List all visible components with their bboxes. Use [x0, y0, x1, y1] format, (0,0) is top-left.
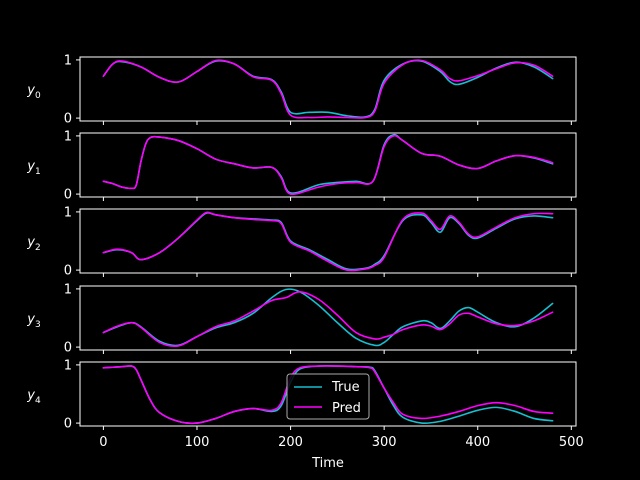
y-label-subscript: 3 — [35, 320, 41, 330]
y-label-subscript: 4 — [35, 396, 41, 406]
y-tick-label: 1 — [64, 205, 72, 220]
y-axis-label-3: y3 — [26, 312, 40, 330]
subplot-2: 0 1 y2 — [26, 205, 577, 279]
y-label-base: y — [26, 83, 35, 98]
y-axis-label-4: y4 — [26, 388, 41, 406]
series-line-pred-panel-3 — [102, 291, 554, 348]
y-label-base: y — [26, 159, 35, 174]
series-line-pred-panel-0 — [102, 59, 554, 119]
y-label-subscript: 1 — [35, 167, 41, 177]
y-tick-label: 0 — [64, 112, 72, 127]
axes-frame — [79, 56, 577, 122]
y-label-subscript: 0 — [35, 91, 41, 101]
y-label-subscript: 2 — [35, 243, 41, 253]
subplot-4: 0 1 y4 — [26, 358, 577, 432]
y-tick-label: 1 — [64, 53, 72, 68]
y-tick-label: 1 — [64, 282, 72, 297]
axes-frame — [79, 361, 577, 427]
x-tick-label: 500 — [559, 435, 584, 450]
legend: True Pred — [286, 373, 370, 420]
y-tick-label: 0 — [64, 417, 72, 432]
legend-label-pred: Pred — [332, 401, 361, 416]
y-label-base: y — [26, 388, 35, 403]
x-axis: 0 100 200 300 400 500 — [99, 435, 583, 450]
y-tick-label: 0 — [64, 188, 72, 203]
x-tick-label: 0 — [99, 435, 107, 450]
x-tick-label: 200 — [278, 435, 303, 450]
axes-frame — [79, 208, 577, 274]
x-tick-label: 300 — [372, 435, 397, 450]
legend-label-true: True — [331, 380, 360, 395]
series-line-pred-panel-1 — [102, 134, 554, 196]
y-axis-label-0: y0 — [26, 83, 41, 101]
x-axis-label: Time — [311, 456, 344, 471]
subplot-3: 0 1 y3 — [26, 282, 577, 356]
x-tick-label: 100 — [185, 435, 210, 450]
y-axis-label-1: y1 — [26, 159, 40, 177]
y-label-base: y — [26, 312, 35, 327]
axes-frame — [79, 132, 577, 198]
axes-frame — [79, 285, 577, 351]
y-tick-label: 1 — [64, 358, 72, 373]
y-tick-label: 1 — [64, 129, 72, 144]
y-label-base: y — [26, 235, 35, 250]
y-tick-label: 0 — [64, 264, 72, 279]
series-line-pred-panel-4 — [102, 365, 554, 425]
y-axis-label-2: y2 — [26, 235, 40, 253]
x-tick-label: 400 — [465, 435, 490, 450]
series-line-pred-panel-2 — [102, 211, 554, 272]
y-tick-label: 0 — [64, 341, 72, 356]
